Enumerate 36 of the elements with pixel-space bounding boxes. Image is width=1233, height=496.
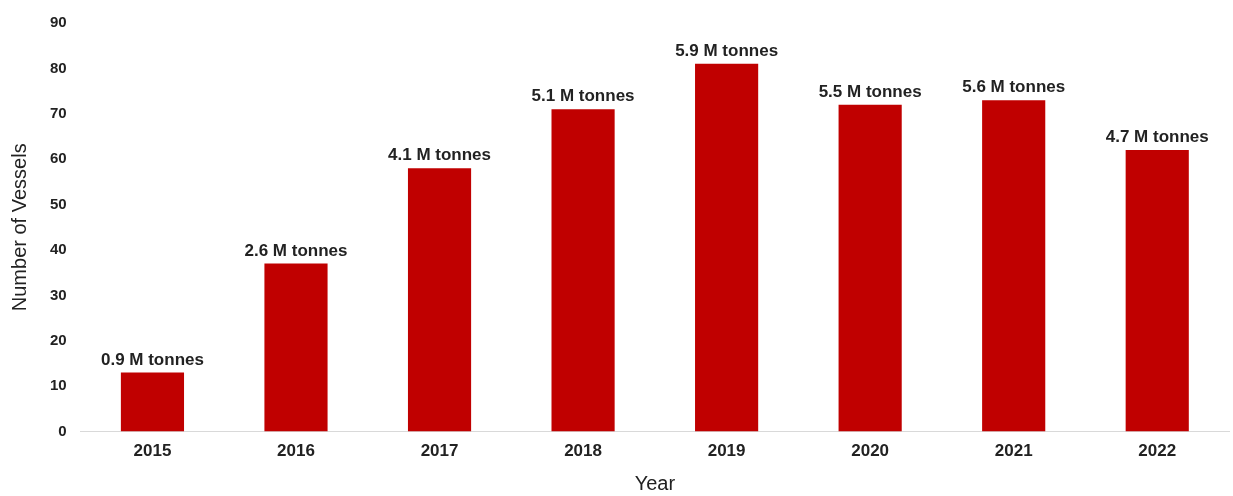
y-tick-label: 60 [50,149,67,167]
y-tick-label: 10 [50,376,67,394]
annotation: 5.9 M tonnes [675,41,779,61]
y-tick-label: 90 [50,13,67,31]
x-tick-label: 2022 [1138,441,1177,461]
annotation: 4.1 M tonnes [388,145,492,165]
bar [264,263,328,432]
y-tick-label: 0 [58,421,67,439]
annotation: 2.6 M tonnes [244,240,348,260]
x-tick-label: 2020 [851,441,890,461]
bar [695,63,759,432]
x-tick-label: 2019 [707,441,746,461]
x-tick-label: 2021 [994,441,1033,461]
y-tick-label: 40 [50,240,67,258]
y-tick-label: 70 [50,103,67,121]
x-tick-label: 2015 [133,441,172,461]
x-tick-label: 2017 [420,441,459,461]
annotation: 5.5 M tonnes [818,81,922,101]
x-tick-label: 2018 [564,441,602,461]
y-axis-title: Number of Vessels [7,143,30,312]
bar [551,109,615,432]
bar [1125,150,1189,432]
y-tick-label: 20 [50,330,67,348]
x-axis-title: Year [634,471,676,494]
annotation: 0.9 M tonnes [100,349,204,369]
y-tick-label: 50 [50,194,67,212]
bar [838,104,902,432]
annotation: 5.1 M tonnes [531,86,635,106]
y-tick-label: 80 [50,58,67,76]
annotation: 5.6 M tonnes [962,77,1066,97]
annotation: 4.7 M tonnes [1105,127,1209,147]
bar [407,168,472,432]
y-tick-label: 30 [50,285,67,303]
bar [120,372,185,432]
x-tick-label: 2016 [277,441,315,461]
bar [982,100,1046,432]
